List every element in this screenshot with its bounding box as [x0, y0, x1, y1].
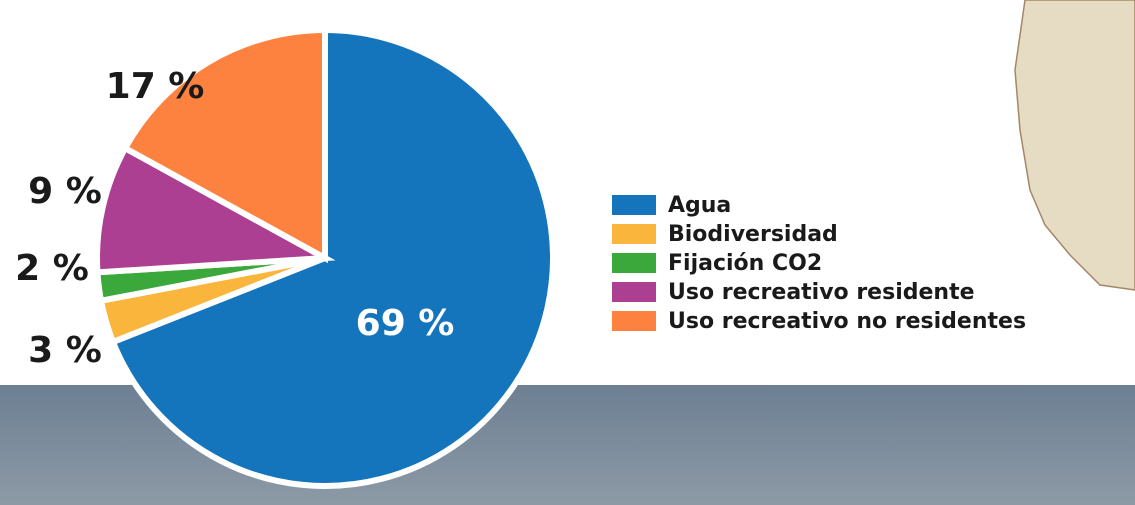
slice-label: 17 % — [106, 66, 205, 107]
map-fragment — [1015, 0, 1135, 290]
slice-label: 3 % — [28, 330, 102, 371]
legend-swatch — [612, 253, 656, 273]
legend-label: Uso recreativo no residentes — [668, 309, 1026, 334]
chart: 69 % 3 % 2 % 9 % 17 % Agua Biodiversidad Fijac… — [0, 0, 1135, 505]
legend-label: Biodiversidad — [668, 222, 838, 247]
legend-swatch — [612, 224, 656, 244]
legend-swatch — [612, 282, 656, 302]
slice-label: 2 % — [15, 248, 89, 289]
legend: Agua Biodiversidad Fijación CO2 Uso recreat… — [612, 193, 1026, 334]
legend-label: Agua — [668, 193, 731, 218]
legend-label: Fijación CO2 — [668, 251, 822, 276]
legend-swatch — [612, 195, 656, 215]
legend-swatch — [612, 311, 656, 331]
slice-label: 9 % — [28, 171, 102, 212]
slice-label: 69 % — [356, 303, 455, 344]
legend-label: Uso recreativo residente — [668, 280, 975, 305]
